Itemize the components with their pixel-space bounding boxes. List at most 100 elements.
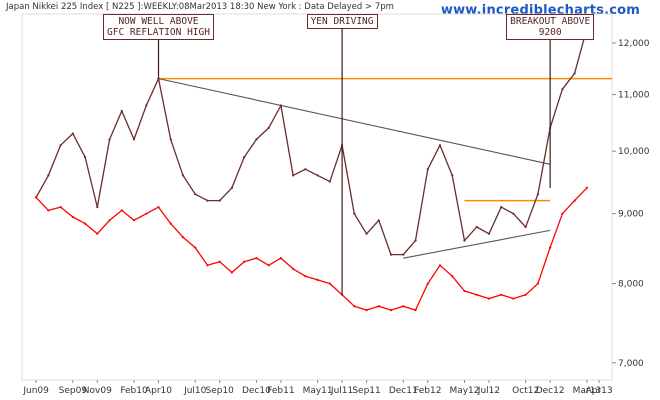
data-point: [292, 267, 295, 271]
data-point: [512, 212, 515, 215]
data-point: [120, 209, 123, 212]
data-point: [230, 186, 234, 189]
data-point: [304, 168, 307, 171]
y-tick-label: 8,000: [618, 280, 644, 290]
data-point: [35, 196, 38, 199]
x-tick-label: Sep09: [59, 386, 88, 396]
data-point: [561, 212, 564, 215]
data-point: [426, 282, 429, 285]
data-point: [169, 222, 172, 225]
data-point: [96, 206, 99, 209]
data-point: [206, 199, 209, 202]
x-tick-label: Jul11: [330, 386, 353, 396]
data-point: [524, 293, 527, 296]
x-tick-label: Jul10: [183, 386, 207, 396]
x-tick-label: Feb11: [267, 386, 294, 396]
data-point: [59, 144, 62, 147]
chart-title: Japan Nikkei 225 Index [ N225 ]:WEEKLY:0…: [6, 2, 394, 12]
data-point: [451, 174, 454, 177]
data-point: [389, 253, 393, 256]
data-point: [194, 246, 197, 249]
data-point: [218, 199, 221, 202]
x-tick-label: Dec12: [536, 386, 565, 396]
data-point: [71, 215, 74, 219]
data-point: [463, 289, 466, 293]
data-point: [585, 186, 588, 189]
annotation-line: NOW WELL ABOVE: [118, 16, 199, 27]
data-point: [132, 138, 136, 141]
data-point: [47, 209, 50, 212]
data-point: [243, 260, 246, 263]
data-point: [524, 225, 527, 229]
data-point: [512, 297, 515, 300]
data-point: [487, 232, 491, 235]
data-point: [157, 206, 160, 209]
data-point: [279, 104, 282, 107]
data-point: [353, 305, 356, 308]
y-tick-label: 7,000: [618, 359, 644, 369]
data-point: [536, 282, 540, 285]
x-tick-label: May12: [449, 386, 479, 396]
annotation-yen-driving: YEN DRIVING: [306, 14, 378, 29]
data-point: [181, 174, 185, 177]
data-point: [108, 219, 111, 222]
data-point: [536, 193, 540, 196]
data-point: [267, 126, 270, 129]
data-point: [181, 236, 185, 239]
annotation-line: 9200: [538, 27, 562, 38]
x-tick-label: Dec11: [389, 386, 418, 396]
data-point: [475, 293, 478, 296]
data-point: [47, 174, 50, 177]
annotation-gfc-high: NOW WELL ABOVE GFC REFLATION HIGH: [103, 14, 214, 40]
x-tick-label: Oct12: [512, 386, 539, 396]
yen-line: [35, 187, 588, 311]
data-point: [377, 305, 380, 308]
data-point: [328, 282, 331, 285]
data-point: [328, 180, 331, 183]
data-point: [132, 219, 136, 222]
x-tick-label: Sep11: [352, 386, 380, 396]
data-point: [500, 293, 503, 296]
data-point: [316, 174, 319, 177]
y-tick-label: 9,000: [618, 210, 644, 220]
data-point: [71, 132, 74, 135]
data-point: [402, 253, 405, 256]
data-point: [561, 88, 564, 91]
data-point: [365, 309, 368, 312]
data-point: [487, 297, 491, 300]
data-point: [304, 275, 307, 278]
data-point: [145, 212, 148, 215]
data-point: [414, 239, 417, 242]
x-tick-label: Feb10: [120, 386, 148, 396]
data-point: [365, 232, 368, 235]
data-point: [230, 271, 234, 274]
data-point: [463, 239, 466, 242]
trend-line: [158, 78, 551, 165]
data-point: [169, 138, 172, 141]
nikkei-index-line: [35, 28, 588, 256]
x-tick-label: May11: [303, 386, 333, 396]
x-tick-label: Sep10: [205, 386, 234, 396]
annotation-line: BREAKOUT ABOVE: [510, 16, 591, 27]
data-point: [108, 138, 111, 141]
data-point: [451, 275, 454, 278]
trend-line: [403, 229, 551, 259]
x-tick-label: Apr13: [586, 386, 613, 396]
x-tick-label: Mar13: [573, 386, 601, 396]
data-point: [267, 264, 270, 267]
data-point: [292, 174, 295, 177]
x-tick-label: Jun09: [22, 386, 49, 396]
annotation-line: YEN DRIVING: [310, 16, 374, 27]
data-point: [573, 199, 576, 202]
y-tick-label: 10,000: [618, 147, 650, 157]
y-tick-label: 12,000: [618, 39, 650, 49]
data-point: [206, 264, 209, 267]
data-point: [402, 305, 405, 308]
x-tick-label: Nov09: [83, 386, 112, 396]
data-point: [194, 193, 197, 196]
chart-header: Japan Nikkei 225 Index [ N225 ]:WEEKLY:0…: [6, 2, 394, 12]
x-tick-label: Feb12: [414, 386, 441, 396]
data-point: [438, 144, 442, 147]
data-point: [218, 260, 221, 263]
